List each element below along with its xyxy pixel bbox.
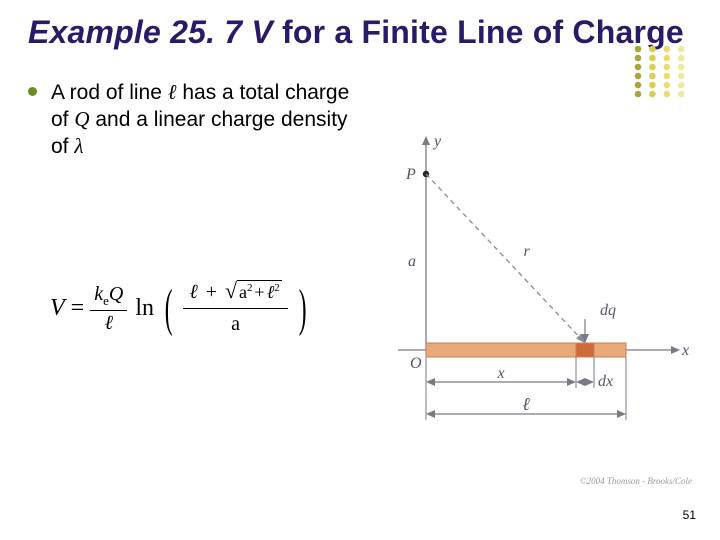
- svg-text:ℓ: ℓ: [522, 394, 530, 414]
- bullet-Q: Q: [74, 107, 89, 131]
- formula-a1: a: [239, 282, 247, 302]
- slide-title: Example 25. 7 V for a Finite Line of Cha…: [28, 14, 692, 51]
- formula-sq1: 2: [247, 282, 253, 294]
- page-number: 51: [683, 508, 696, 522]
- bullet-text: A rod of line ℓ has a total charge of Q …: [51, 79, 358, 161]
- formula-ell-num: ℓ: [189, 281, 197, 303]
- physics-diagram: y x Pr a dq Ox dx ℓ: [380, 130, 700, 450]
- formula-ell-den: ℓ: [101, 311, 117, 334]
- formula-ln: ln: [135, 295, 154, 322]
- bullet-ell: ℓ: [168, 80, 177, 104]
- formula-a-den: a: [225, 309, 246, 337]
- svg-text:x: x: [681, 342, 689, 359]
- formula-eq: =: [71, 295, 85, 322]
- title-normal: for a Finite Line of Charge: [282, 14, 684, 50]
- title-italic: Example 25. 7 V: [28, 14, 282, 50]
- svg-text:r: r: [524, 243, 531, 260]
- svg-text:a: a: [408, 253, 416, 270]
- bullet-lambda: λ: [74, 134, 83, 158]
- formula-plus2: +: [255, 282, 265, 302]
- formula: V = keQ ℓ ln ( ℓ + √ a2+ℓ2 a ): [50, 280, 311, 337]
- svg-text:x: x: [496, 365, 504, 382]
- svg-text:dq: dq: [600, 302, 616, 319]
- paren-right-icon: ): [298, 288, 306, 330]
- bullet-frag-1: A rod of line: [51, 81, 168, 104]
- formula-Q: Q: [109, 283, 123, 305]
- svg-text:P: P: [405, 166, 416, 183]
- copyright-text: ©2004 Thomson - Brooks/Cole: [580, 476, 692, 486]
- bullet-frag-3: and a linear charge density of: [51, 108, 348, 158]
- formula-sq2: 2: [274, 282, 280, 294]
- decorative-dot-grid: [632, 44, 702, 98]
- formula-sqrt: √ a2+ℓ2: [225, 280, 282, 304]
- formula-k: k: [94, 283, 103, 305]
- svg-text:y: y: [432, 133, 442, 150]
- svg-text:dx: dx: [598, 373, 613, 390]
- formula-frac1: keQ ℓ: [90, 283, 127, 333]
- bullet-dot-icon: [28, 87, 37, 96]
- bullet-item: A rod of line ℓ has a total charge of Q …: [28, 79, 358, 161]
- formula-V: V: [50, 295, 65, 322]
- svg-text:O: O: [410, 355, 422, 372]
- paren-left-icon: (: [165, 288, 173, 330]
- formula-plus: +: [206, 281, 217, 303]
- formula-frac2: ℓ + √ a2+ℓ2 a: [183, 280, 287, 337]
